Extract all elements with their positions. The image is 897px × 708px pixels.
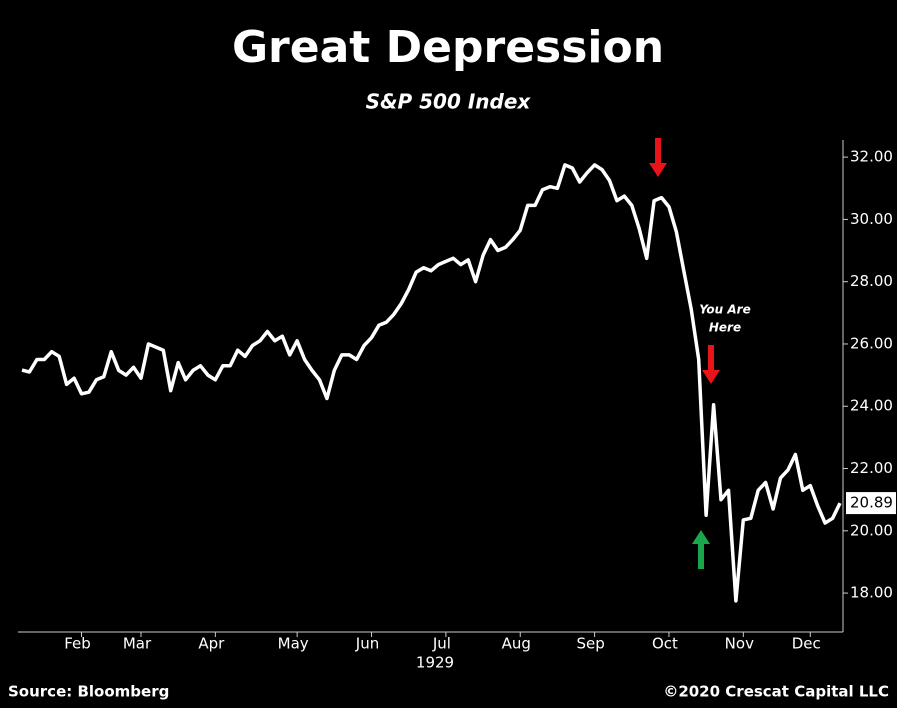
y-tick-label: 32.00 xyxy=(850,148,893,166)
last-value-box xyxy=(846,492,896,515)
credit: ©2020 Crescat Capital LLC xyxy=(663,683,889,701)
x-tick-label: Nov xyxy=(725,635,754,653)
x-tick-label: Mar xyxy=(123,635,152,653)
x-tick-label: Feb xyxy=(64,635,91,653)
source: Source: Bloomberg xyxy=(8,683,169,701)
x-tick-label: Aug xyxy=(502,635,531,653)
chart-title: Great Depression xyxy=(232,22,664,73)
x-tick-label: Jun xyxy=(355,635,379,653)
annotation: You Are xyxy=(699,303,750,317)
x-tick-label: Dec xyxy=(792,635,821,653)
x-axis-label: 1929 xyxy=(416,654,454,672)
y-tick-label: 24.00 xyxy=(850,397,893,415)
y-tick-label: 18.00 xyxy=(850,584,893,602)
red-arrow xyxy=(649,138,667,177)
annotation: Here xyxy=(709,321,741,335)
green-arrow xyxy=(692,530,710,569)
x-tick-label: Sep xyxy=(576,635,604,653)
x-tick-label: Apr xyxy=(198,635,225,653)
price-line xyxy=(21,163,842,603)
x-tick-label: May xyxy=(278,635,309,653)
chart-subtitle: S&P 500 Index xyxy=(366,90,532,114)
y-tick-label: 22.00 xyxy=(850,459,893,477)
y-tick-label: 26.00 xyxy=(850,334,893,352)
red-arrow xyxy=(702,345,720,384)
y-tick-label: 30.00 xyxy=(850,210,893,228)
y-tick-label: 20.00 xyxy=(850,521,893,539)
last-value-label: 20.89 xyxy=(850,494,893,512)
x-tick-label: Jul xyxy=(432,635,451,653)
y-tick-label: 28.00 xyxy=(850,272,893,290)
x-tick-label: Oct xyxy=(652,635,678,653)
